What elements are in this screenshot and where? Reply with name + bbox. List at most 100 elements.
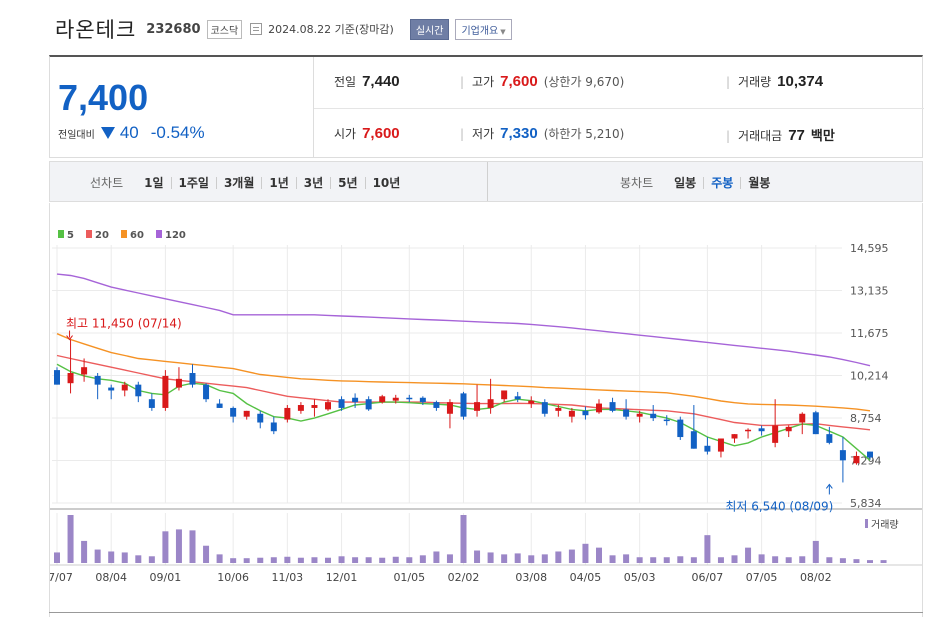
chart-bottom-border: [49, 612, 923, 613]
period-item-1[interactable]: 1주일: [170, 176, 216, 189]
legend-swatch-60: [121, 230, 127, 238]
price-summary: 7,400 전일대비 40 -0.54% 전일 7,440 | 고가 7,600…: [49, 55, 924, 158]
period-item-4[interactable]: 3년: [295, 176, 330, 189]
volume-bar: [162, 531, 169, 563]
candle-body: [650, 413, 657, 419]
y-tick-label: 14,595: [850, 242, 889, 255]
high-arrow-icon: [66, 335, 73, 341]
candle-item-1[interactable]: 주봉: [703, 176, 740, 189]
candle-body: [541, 402, 548, 414]
chart-period-bar: 선차트 1일 1주일 3개월 1년 3년 5년 10년 봉차트 일봉 주봉 월봉: [49, 161, 923, 202]
period-item-6[interactable]: 10년: [364, 176, 408, 189]
volume-bar: [175, 529, 182, 563]
company-overview-label: 기업개요: [461, 25, 499, 37]
candle-body: [474, 402, 481, 411]
y-tick-label: 13,135: [850, 284, 889, 297]
candle-body: [433, 402, 440, 408]
x-tick-label: 07/05: [746, 571, 778, 584]
candle-body: [121, 384, 128, 391]
volume-bar: [704, 535, 711, 563]
volume-bar: [568, 549, 575, 563]
prev-close: 전일 7,440: [334, 73, 400, 90]
down-arrow-icon: [100, 127, 115, 139]
period-item-5[interactable]: 5년: [330, 176, 364, 189]
realtime-button[interactable]: 실시간: [409, 18, 450, 40]
volume-bar: [880, 560, 887, 563]
candle-body: [162, 375, 169, 408]
candle-body: [94, 375, 101, 385]
date-text: 2024.08.22 기준(장마감): [268, 23, 394, 36]
volume-bar: [636, 557, 643, 563]
volume-bar: [297, 557, 304, 563]
volume-bar: [867, 560, 873, 563]
open-price: 시가 7,600: [334, 125, 400, 142]
low-label: 저가: [472, 127, 495, 141]
volume-bar: [270, 557, 277, 563]
stock-chart[interactable]: 14,59513,13511,67510,2148,7547,2945,8340…: [41, 203, 923, 617]
volume-bar: [406, 557, 413, 563]
legend-swatch-20: [86, 230, 92, 238]
candle-body: [189, 373, 196, 385]
volume: | 거래량 10,374: [726, 73, 824, 90]
volume-bar: [839, 558, 846, 563]
candle-body: [772, 425, 779, 443]
summary-divider: [314, 108, 924, 109]
candle-body: [758, 428, 765, 432]
candle-body: [596, 403, 602, 413]
candle-body: [501, 390, 508, 400]
candle-body: [203, 384, 210, 400]
volume-bar: [203, 545, 210, 563]
high-label: 고가: [472, 75, 495, 89]
volume-bar: [419, 555, 426, 563]
x-tick-label: 08/02: [800, 571, 832, 584]
legend-label-5: 5: [67, 230, 74, 241]
candle-body: [67, 373, 74, 384]
volume-value: 10,374: [777, 73, 824, 90]
candle-body: [270, 422, 277, 432]
volume-bar: [717, 557, 724, 563]
volume-bar: [690, 557, 697, 563]
volume-bar: [663, 557, 670, 563]
volume-bar: [284, 556, 291, 563]
prev-label: 전일: [334, 75, 357, 89]
period-item-3[interactable]: 1년: [261, 176, 295, 189]
candle-body: [528, 400, 535, 404]
volume-legend-swatch: [865, 519, 868, 528]
line-chart-title: 선차트: [90, 176, 124, 190]
candle-body: [812, 412, 819, 435]
volume-bar: [609, 555, 616, 563]
chart-svg[interactable]: 14,59513,13511,67510,2148,7547,2945,8340…: [41, 203, 922, 617]
y-tick-label: 11,675: [850, 327, 889, 340]
calendar-icon: [250, 23, 263, 35]
period-item-2[interactable]: 3개월: [215, 176, 261, 189]
candle-body: [555, 407, 562, 411]
volume-legend-label: 거래량: [871, 519, 899, 531]
candle-item-0[interactable]: 일봉: [674, 175, 697, 190]
candle-body: [663, 419, 670, 422]
amount-label: 거래대금: [738, 129, 783, 143]
x-tick-label: 02/02: [448, 571, 480, 584]
candle-body: [826, 434, 833, 443]
volume-bar: [474, 550, 481, 563]
volume-label: 거래량: [738, 75, 772, 89]
volume-bar: [365, 557, 372, 563]
candle-body: [297, 405, 304, 411]
volume-bar: [501, 554, 508, 563]
volume-bar: [243, 558, 250, 563]
candle-item-2[interactable]: 월봉: [740, 176, 777, 189]
volume-bar: [487, 552, 494, 563]
candle-body: [338, 399, 345, 408]
volume-bar: [772, 556, 779, 563]
period-item-0[interactable]: 1일: [144, 175, 164, 190]
candle-body: [514, 396, 521, 400]
volume-bar: [54, 552, 60, 563]
candle-body: [799, 413, 806, 423]
candle-body: [582, 410, 589, 416]
candle-body: [284, 407, 291, 420]
company-overview-dropdown[interactable]: 기업개요 ▼: [455, 18, 512, 40]
volume-bar: [460, 515, 467, 563]
price-change: 전일대비 40 -0.54%: [58, 123, 205, 143]
x-tick-label: 07/07: [50, 571, 73, 584]
volume-bar: [785, 557, 792, 563]
high-annotation: 최고 11,450 (07/14): [66, 317, 182, 331]
